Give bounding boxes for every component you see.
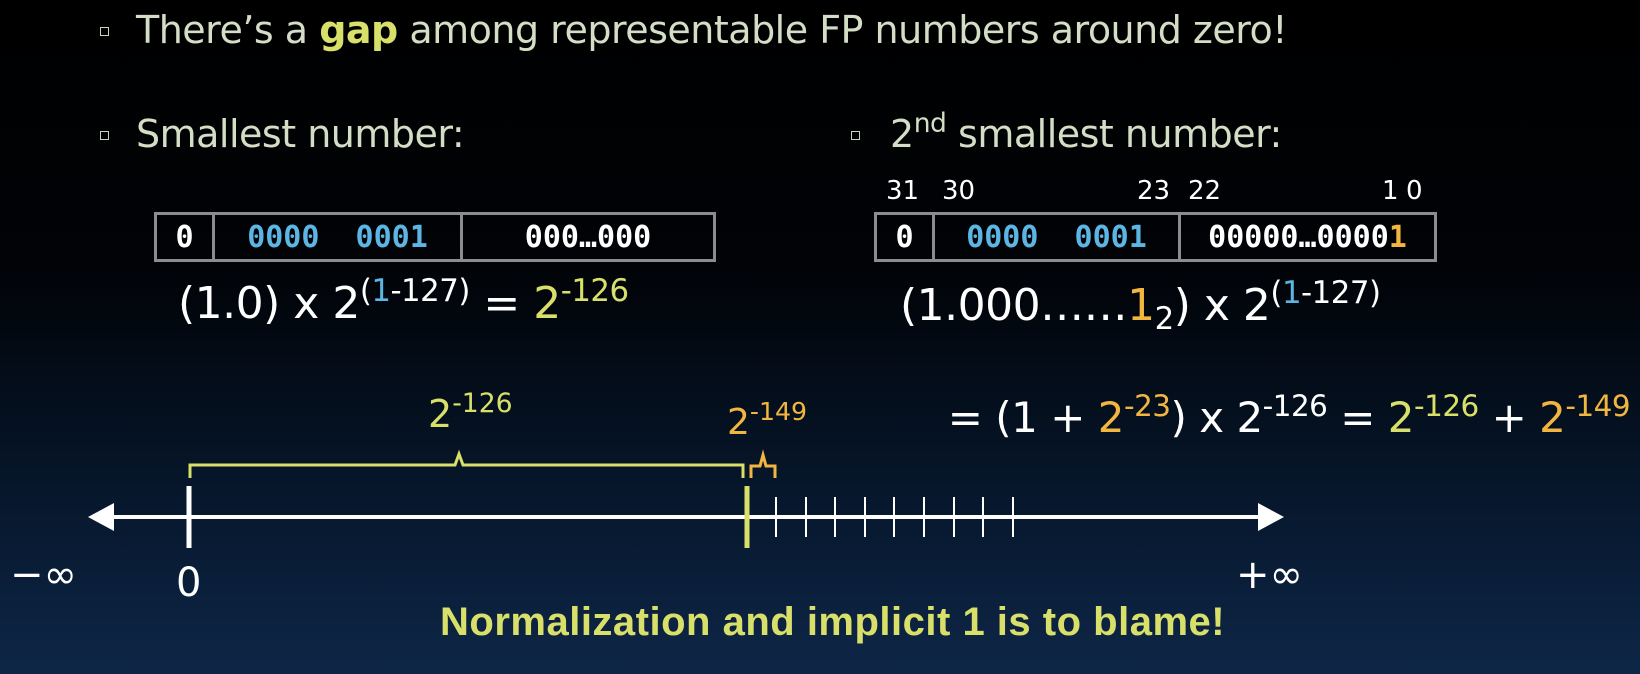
bit-label-31: 31 xyxy=(886,176,920,206)
bit-label-0: 0 xyxy=(1406,176,1423,206)
smallest-formula: (1.0) x 2(1-127) = 2-126 xyxy=(178,273,629,329)
bullet-marker xyxy=(100,27,109,36)
ordinal-suffix: nd xyxy=(913,108,947,140)
gap-bullet-before: There’s a xyxy=(136,8,308,52)
formula-exponent: (1-127) xyxy=(359,273,471,310)
fraction-field: 000…000 xyxy=(460,215,713,259)
formula-eq: = xyxy=(469,278,534,329)
sign-field: 0 xyxy=(175,219,194,255)
small-brace xyxy=(749,449,777,478)
zero-label: 0 xyxy=(176,560,202,606)
fraction-last-bit: 1 xyxy=(1388,219,1407,255)
gap-bullet-after: among representable FP numbers around ze… xyxy=(409,8,1288,52)
bit-label-22: 22 xyxy=(1188,176,1222,206)
exponent-field: 0000 0001 xyxy=(212,215,460,259)
denormal-ticks xyxy=(775,497,1014,537)
fraction-field: 00000…0000 1 xyxy=(1178,215,1434,259)
bit-label-23: 23 xyxy=(1137,176,1171,206)
small-brace-label: 2-149 xyxy=(727,397,808,443)
formula-result: 2-126 xyxy=(533,273,629,329)
smallest-number-label: Smallest number: xyxy=(136,112,465,156)
gap-bullet: There’s a gap among representable FP num… xyxy=(136,8,1288,52)
neg-infinity-label: −∞ xyxy=(10,552,77,598)
exponent-field: 0000 0001 xyxy=(932,215,1178,259)
gap-brace-label: 2-126 xyxy=(428,388,513,436)
formula-exponent: (1-127) xyxy=(1270,275,1381,312)
second-formula-line1: (1.000……12) x 2(1-127) xyxy=(900,275,1381,338)
footer-caption: Normalization and implicit 1 is to blame… xyxy=(440,600,1226,644)
bullet-marker xyxy=(851,131,860,140)
formula-lead: (1.0) x 2 xyxy=(178,278,360,329)
pos-infinity-label: +∞ xyxy=(1236,552,1303,598)
second-smallest-text: smallest number: xyxy=(958,112,1282,156)
bit-label-1: 1 xyxy=(1382,176,1399,206)
second-formula-line2: = (1 + 2-23) x 2-126 = 2-126 + 2-149 xyxy=(947,388,1631,442)
left-arrow-head xyxy=(88,503,114,531)
bullet-marker xyxy=(100,131,109,140)
second-bit-box: 0 0000 0001 00000…0000 1 xyxy=(874,212,1437,262)
sign-field: 0 xyxy=(895,219,914,255)
gap-brace xyxy=(188,449,745,478)
second-smallest-label: 2nd smallest number: xyxy=(890,108,1282,156)
right-arrow-head xyxy=(1258,503,1284,531)
smallest-bit-box: 0 0000 0001 000…000 xyxy=(154,212,716,262)
bit-label-30: 30 xyxy=(942,176,976,206)
ordinal-number: 2 xyxy=(890,112,914,156)
gap-word: gap xyxy=(319,8,398,52)
